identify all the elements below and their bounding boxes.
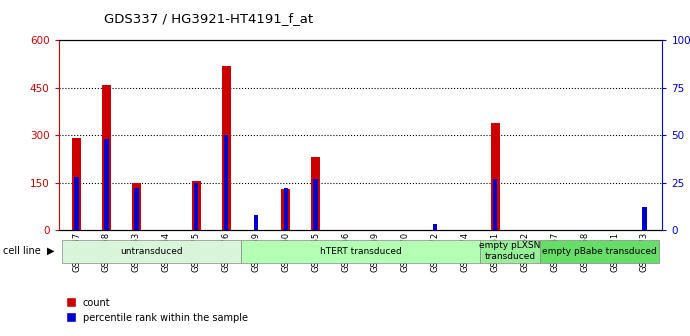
Text: empty pLXSN
transduced: empty pLXSN transduced — [480, 242, 541, 261]
Bar — [282, 189, 290, 230]
FancyBboxPatch shape — [540, 240, 660, 262]
Bar — [491, 123, 500, 230]
Text: empty pBabe transduced: empty pBabe transduced — [542, 247, 657, 256]
Bar — [194, 183, 199, 230]
Bar — [254, 215, 258, 230]
Bar — [102, 85, 111, 230]
Bar — [221, 66, 230, 230]
Bar — [104, 139, 109, 230]
Bar — [224, 135, 228, 230]
FancyBboxPatch shape — [480, 240, 540, 262]
Text: GDS337 / HG3921-HT4191_f_at: GDS337 / HG3921-HT4191_f_at — [104, 12, 313, 25]
Text: hTERT transduced: hTERT transduced — [319, 247, 402, 256]
FancyBboxPatch shape — [241, 240, 480, 262]
Bar — [284, 188, 288, 230]
FancyBboxPatch shape — [61, 240, 241, 262]
Text: cell line  ▶: cell line ▶ — [3, 246, 55, 256]
Bar — [75, 177, 79, 230]
Bar — [72, 138, 81, 230]
Bar — [192, 181, 201, 230]
Bar — [433, 224, 437, 230]
Legend: count, percentile rank within the sample: count, percentile rank within the sample — [63, 294, 252, 327]
Bar — [311, 157, 320, 230]
Bar — [493, 179, 497, 230]
Bar — [132, 183, 141, 230]
Bar — [313, 179, 318, 230]
Bar — [642, 207, 647, 230]
Text: untransduced: untransduced — [120, 247, 183, 256]
Bar — [134, 188, 139, 230]
